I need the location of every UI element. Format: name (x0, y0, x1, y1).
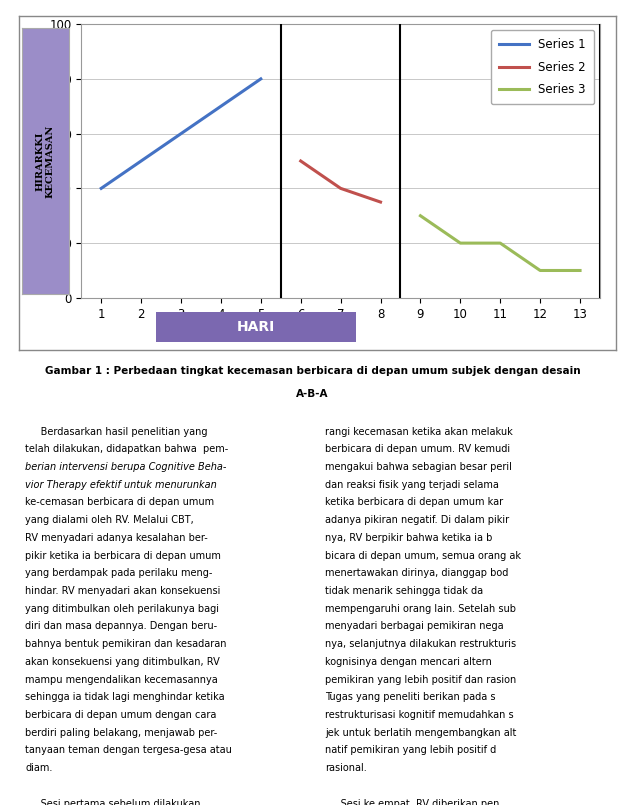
Text: pikir ketika ia berbicara di depan umum: pikir ketika ia berbicara di depan umum (25, 551, 221, 560)
Text: berian intervensi berupa Cognitive Beha-: berian intervensi berupa Cognitive Beha- (25, 462, 226, 472)
Text: sehingga ia tidak lagi menghindar ketika: sehingga ia tidak lagi menghindar ketika (25, 692, 224, 702)
Text: diam.: diam. (25, 763, 52, 773)
Text: Berdasarkan hasil penelitian yang: Berdasarkan hasil penelitian yang (25, 427, 208, 436)
Text: rangi kecemasan ketika akan melakuk: rangi kecemasan ketika akan melakuk (325, 427, 512, 436)
Text: RV menyadari adanya kesalahan ber-: RV menyadari adanya kesalahan ber- (25, 533, 208, 543)
Text: bicara di depan umum, semua orang ak: bicara di depan umum, semua orang ak (325, 551, 521, 560)
Text: berdiri paling belakang, menjawab per-: berdiri paling belakang, menjawab per- (25, 728, 218, 737)
Text: menertawakan dirinya, dianggap bod: menertawakan dirinya, dianggap bod (325, 568, 508, 578)
Legend: Series 1, Series 2, Series 3: Series 1, Series 2, Series 3 (491, 30, 594, 105)
Text: jek untuk berlatih mengembangkan alt: jek untuk berlatih mengembangkan alt (325, 728, 516, 737)
Text: Sesi ke empat, RV diberikan pen: Sesi ke empat, RV diberikan pen (325, 799, 499, 805)
Text: HARI: HARI (237, 320, 276, 334)
Text: dan reaksi fisik yang terjadi selama: dan reaksi fisik yang terjadi selama (325, 480, 499, 489)
Text: tanyaan teman dengan tergesa-gesa atau: tanyaan teman dengan tergesa-gesa atau (25, 745, 232, 755)
Text: Tugas yang peneliti berikan pada s: Tugas yang peneliti berikan pada s (325, 692, 496, 702)
Text: restrukturisasi kognitif memudahkan s: restrukturisasi kognitif memudahkan s (325, 710, 514, 720)
Text: mempengaruhi orang lain. Setelah sub: mempengaruhi orang lain. Setelah sub (325, 604, 516, 613)
Text: ke-cemasan berbicara di depan umum: ke-cemasan berbicara di depan umum (25, 497, 214, 507)
Text: nya, selanjutnya dilakukan restrukturis: nya, selanjutnya dilakukan restrukturis (325, 639, 516, 649)
Text: rasional.: rasional. (325, 763, 367, 773)
Text: A-B-A: A-B-A (296, 389, 329, 398)
Text: tidak menarik sehingga tidak da: tidak menarik sehingga tidak da (325, 586, 483, 596)
Text: nya, RV berpikir bahwa ketika ia b: nya, RV berpikir bahwa ketika ia b (325, 533, 492, 543)
Text: akan konsekuensi yang ditimbulkan, RV: akan konsekuensi yang ditimbulkan, RV (25, 657, 220, 667)
Text: berbicara di depan umum dengan cara: berbicara di depan umum dengan cara (25, 710, 216, 720)
Text: berbicara di depan umum. RV kemudi: berbicara di depan umum. RV kemudi (325, 444, 510, 454)
Text: natif pemikiran yang lebih positif d: natif pemikiran yang lebih positif d (325, 745, 496, 755)
Text: yang dialami oleh RV. Melalui CBT,: yang dialami oleh RV. Melalui CBT, (25, 515, 194, 525)
Text: mengakui bahwa sebagian besar peril: mengakui bahwa sebagian besar peril (325, 462, 512, 472)
Text: hindar. RV menyadari akan konsekuensi: hindar. RV menyadari akan konsekuensi (25, 586, 221, 596)
Text: Sesi pertama sebelum dilakukan: Sesi pertama sebelum dilakukan (25, 799, 201, 805)
Text: yang berdampak pada perilaku meng-: yang berdampak pada perilaku meng- (25, 568, 213, 578)
Text: diri dan masa depannya. Dengan beru-: diri dan masa depannya. Dengan beru- (25, 621, 217, 631)
Text: mampu mengendalikan kecemasannya: mampu mengendalikan kecemasannya (25, 675, 218, 684)
Text: menyadari berbagai pemikiran nega: menyadari berbagai pemikiran nega (325, 621, 504, 631)
Text: HIRARKKI
KECEMASAN: HIRARKKI KECEMASAN (36, 125, 55, 197)
Text: kognisinya dengan mencari altern: kognisinya dengan mencari altern (325, 657, 492, 667)
Text: adanya pikiran negatif. Di dalam pikir: adanya pikiran negatif. Di dalam pikir (325, 515, 509, 525)
Text: pemikiran yang lebih positif dan rasion: pemikiran yang lebih positif dan rasion (325, 675, 516, 684)
Text: yang ditimbulkan oleh perilakunya bagi: yang ditimbulkan oleh perilakunya bagi (25, 604, 219, 613)
Text: ketika berbicara di depan umum kar: ketika berbicara di depan umum kar (325, 497, 503, 507)
Text: Gambar 1 : Perbedaan tingkat kecemasan berbicara di depan umum subjek dengan des: Gambar 1 : Perbedaan tingkat kecemasan b… (45, 366, 580, 376)
Text: bahnya bentuk pemikiran dan kesadaran: bahnya bentuk pemikiran dan kesadaran (25, 639, 226, 649)
Text: vior Therapy efektif untuk menurunkan: vior Therapy efektif untuk menurunkan (25, 480, 217, 489)
Text: telah dilakukan, didapatkan bahwa  pem-: telah dilakukan, didapatkan bahwa pem- (25, 444, 228, 454)
